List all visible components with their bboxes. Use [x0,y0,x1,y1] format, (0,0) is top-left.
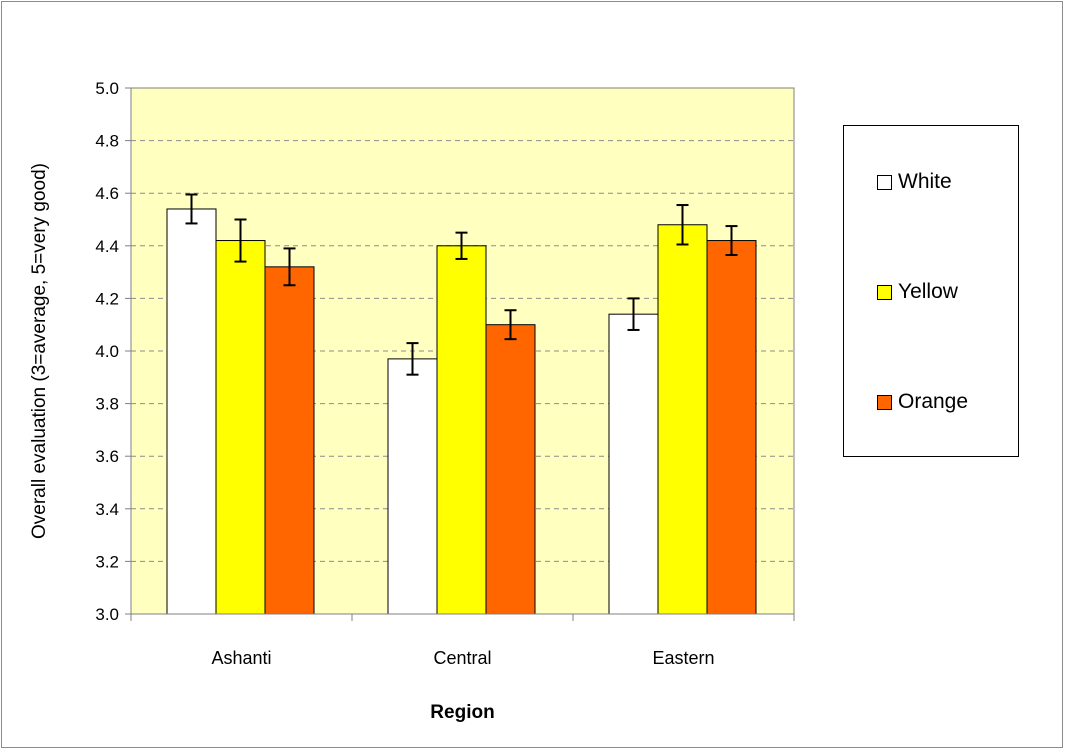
error-bar [725,225,738,257]
legend-item-orange: Orange [877,390,968,414]
y-tick-label: 4.6 [95,184,119,203]
y-axis-title: Overall evaluation (3=average, 5=very go… [29,163,50,539]
legend-item-yellow: Yellow [877,280,958,304]
x-axis: Ashanti Central Eastern [130,613,795,668]
error-bar [185,193,198,225]
bar-orange-central [485,324,536,615]
y-tick-label: 5.0 [95,79,119,98]
legend-label-orange: Orange [898,390,969,413]
y-tick-label: 4.0 [95,342,119,361]
bar-white-eastern [608,313,659,615]
bar-orange-ashanti [264,266,315,615]
bar-yellow-eastern [657,224,708,615]
error-bar [406,342,419,376]
error-bar [455,231,468,260]
x-tick-label: Central [433,648,491,668]
error-bar [283,247,296,287]
legend-swatch-white [877,174,892,190]
y-tick-label: 4.4 [95,237,119,256]
bar-yellow-central [436,245,487,615]
x-axis-title: Region [430,702,494,723]
error-bar [504,309,517,341]
legend: White Yellow Orange [843,125,1019,457]
y-tick-label: 4.8 [95,132,119,151]
bar-orange-eastern [706,240,757,615]
bars [166,208,757,615]
legend-swatch-orange [877,394,892,410]
legend-swatch-yellow [877,284,892,300]
y-tick-label: 3.4 [95,500,119,519]
legend-label-yellow: Yellow [898,280,958,303]
y-tick-label: 3.6 [95,447,119,466]
legend-label-white: White [898,170,952,193]
error-bar [234,218,247,263]
error-bar [676,204,689,246]
x-tick-label: Eastern [652,648,714,668]
x-tick-label: Ashanti [211,648,271,668]
y-tick-label: 3.0 [95,605,119,624]
bar-white-ashanti [166,208,217,615]
y-tick-label: 3.2 [95,552,119,571]
y-axis: 3.0 3.2 3.4 3.6 3.8 4.0 4.2 4.4 4.6 4.8 5.0 [95,79,132,624]
y-tick-label: 4.2 [95,289,119,308]
legend-item-white: White [877,170,952,194]
bar-white-central [387,358,438,615]
error-bars [185,193,738,376]
y-tick-label: 3.8 [95,395,119,414]
bar-yellow-ashanti [215,240,266,615]
error-bar [627,297,640,331]
